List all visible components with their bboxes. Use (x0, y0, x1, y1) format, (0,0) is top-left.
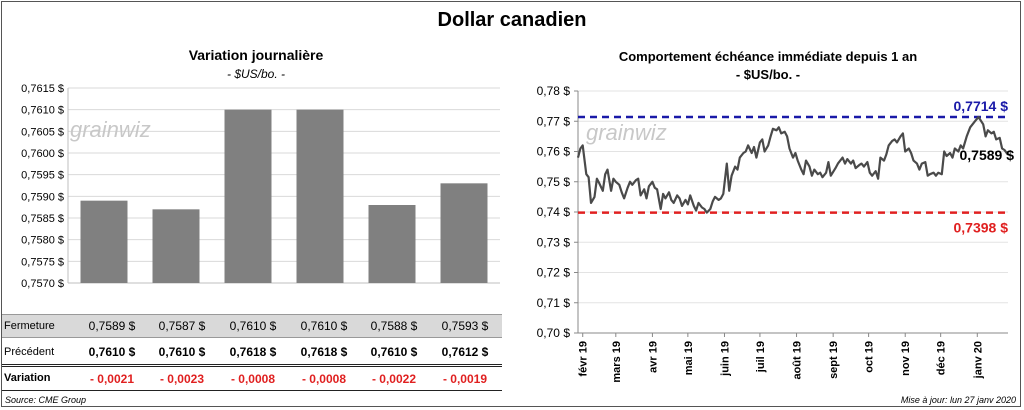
bar-category-label: mai 20 (301, 299, 339, 300)
bar-y-tick-label: 0,7600 $ (21, 148, 64, 160)
fermeture-cell: 0,7610 $ (300, 319, 348, 333)
fermeture-cell: 0,7589 $ (88, 319, 136, 333)
table-divider (2, 364, 502, 365)
table-divider (2, 314, 502, 315)
footer-updated: Mise à jour: lun 27 janv 2020 (900, 395, 1016, 405)
precedent-cell: 0,7618 $ (300, 345, 348, 359)
bar-y-tick-label: 0,7570 $ (21, 278, 64, 290)
watermark: grainwiz (586, 120, 667, 145)
left-panel-title: Variation journalière (188, 47, 324, 63)
line-y-tick-label: 0,75 $ (537, 175, 571, 189)
bar (80, 200, 128, 283)
row-label-fermeture: Fermeture (4, 320, 55, 332)
bar-y-tick-label: 0,7590 $ (21, 191, 64, 203)
line-y-tick-label: 0,74 $ (537, 205, 571, 219)
line-x-tick-label: juil 19 (755, 341, 767, 373)
bar-y-tick-label: 0,7605 $ (21, 126, 64, 138)
variation-cell: - 0,0023 (159, 372, 205, 386)
precedent-cell: 0,7610 $ (88, 345, 136, 359)
line-x-tick-label: août 19 (792, 341, 804, 380)
bar-chart: 0,7570 $ 0,7575 $ 0,7580 $ 0,7585 $ 0,7590 $… (21, 83, 500, 300)
line-x-tick-label: juin 19 (719, 341, 731, 377)
precedent-cell: 0,7618 $ (229, 345, 277, 359)
bar-y-tick-label: 0,7595 $ (21, 170, 64, 182)
bar-y-tick-label: 0,7575 $ (21, 256, 64, 268)
line-x-tick-label: avr 19 (647, 341, 659, 373)
fermeture-row-shade (2, 315, 502, 337)
bar-category-label: sept 20 (443, 299, 485, 300)
line-y-tick-label: 0,72 $ (537, 266, 571, 280)
right-panel-subtitle: - $US/bo. - (735, 67, 801, 82)
watermark: grainwiz (70, 117, 151, 142)
variation-cell: - 0,0008 (301, 372, 347, 386)
line-y-tick-label: 0,73 $ (537, 235, 571, 249)
left-panel-subtitle: - $US/bo. - (226, 67, 286, 81)
precedent-cell: 0,7610 $ (370, 345, 418, 359)
variation-cell: - 0,0022 (371, 372, 417, 386)
low-value-label: 0,7398 $ (954, 220, 1009, 236)
line-y-tick-label: 0,71 $ (537, 296, 571, 310)
line-y-tick-label: 0,70 $ (537, 326, 571, 340)
last-value-label: 0,7589 $ (960, 147, 1015, 163)
bar (296, 109, 344, 284)
line-x-tick-label: mars 19 (611, 341, 623, 383)
line-y-tick-label: 0,76 $ (537, 145, 571, 159)
line-x-tick-label: oct 19 (864, 341, 876, 373)
row-label-precedent: Précédent (4, 346, 55, 358)
main-title: Dollar canadien (437, 9, 587, 31)
bar-y-tick-label: 0,7610 $ (21, 105, 64, 117)
fermeture-cell: 0,7587 $ (158, 319, 206, 333)
line-x-tick-label: sept 19 (828, 341, 840, 379)
table-divider (2, 337, 502, 338)
series-line (576, 115, 1009, 214)
bar (440, 183, 488, 283)
line-x-tick-label: janv 20 (972, 341, 984, 379)
line-y-tick-label: 0,78 $ (537, 84, 571, 98)
line-x-tick-label: déc 19 (936, 341, 948, 375)
line-x-tick-label: mai 19 (683, 341, 695, 375)
bar-y-tick-label: 0,7580 $ (21, 235, 64, 247)
right-panel-title: Comportement échéance immédiate depuis 1… (618, 49, 918, 64)
line-x-tick-label: févr 19 (578, 341, 590, 376)
footer-source: Source: CME Group (5, 395, 87, 405)
row-label-variation: Variation (4, 372, 51, 384)
bar (152, 209, 200, 283)
line-y-tick-label: 0,77 $ (537, 114, 571, 128)
variation-cell: - 0,0021 (89, 372, 135, 386)
bar-y-tick-label: 0,7585 $ (21, 213, 64, 225)
line-chart: 0,70 $ 0,71 $ 0,72 $ 0,73 $ 0,74 $ 0,75 $ 0,76… (537, 84, 1015, 383)
bar-y-tick-label: 0,7615 $ (21, 83, 64, 95)
bar-category-label: févr 20 (85, 299, 124, 300)
fermeture-cell: 0,7593 $ (441, 319, 489, 333)
variation-cell: - 0,0008 (230, 372, 276, 386)
bar (368, 205, 416, 283)
bar-category-label: avr 20 (231, 299, 266, 300)
precedent-cell: 0,7610 $ (158, 345, 206, 359)
bar-category-label: mars 20 (153, 299, 199, 300)
high-value-label: 0,7714 $ (954, 98, 1009, 114)
fermeture-cell: 0,7588 $ (370, 319, 418, 333)
precedent-cell: 0,7612 $ (441, 345, 489, 359)
table-divider (2, 366, 502, 367)
line-x-tick-label: nov 19 (900, 341, 912, 376)
bar-category-label: juin 20 (372, 299, 411, 300)
bar (224, 109, 272, 284)
table-divider (2, 390, 502, 391)
fermeture-cell: 0,7610 $ (229, 319, 277, 333)
variation-cell: - 0,0019 (442, 372, 488, 386)
